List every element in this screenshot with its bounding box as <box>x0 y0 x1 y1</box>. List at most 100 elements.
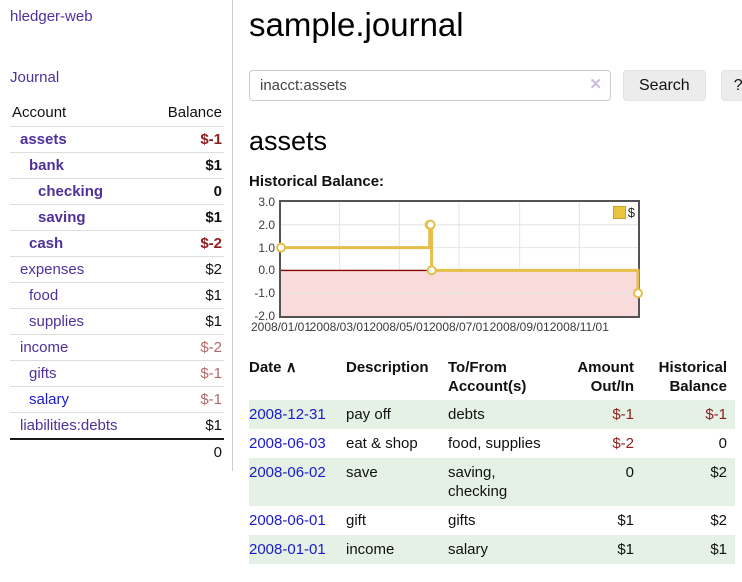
x-axis-tick-label: 2008/07/01 <box>428 320 490 334</box>
account-link-expenses[interactable]: expenses <box>20 261 85 278</box>
y-axis-tick-label: 2.0 <box>258 217 275 232</box>
account-row: expenses $2 <box>10 256 224 283</box>
transaction-date-cell: 2008-06-02 <box>249 458 346 506</box>
account-balance: $-2 <box>200 235 222 252</box>
transaction-date-cell: 2008-06-03 <box>249 429 346 458</box>
transaction-amount: $1 <box>617 541 634 558</box>
account-link-bank[interactable]: bank <box>29 157 65 174</box>
search-input[interactable] <box>249 70 611 101</box>
transaction-date-link[interactable]: 2008-06-01 <box>249 512 326 529</box>
chart-line <box>276 202 643 316</box>
account-row: income $-2 <box>10 334 224 361</box>
account-link-assets[interactable]: assets <box>20 131 67 148</box>
account-row: supplies $1 <box>10 308 224 335</box>
date-column-header[interactable]: Date ∧ <box>249 359 297 376</box>
account-link-liabilities-debts[interactable]: liabilities:debts <box>20 417 118 434</box>
help-button[interactable]: ? <box>720 70 742 101</box>
y-axis-tick-label: 3.0 <box>258 195 275 209</box>
page-title: sample.journal <box>249 6 464 43</box>
transaction-date-cell: 2008-01-01 <box>249 535 346 564</box>
chart-title: Historical Balance: <box>249 173 385 190</box>
tofrom-column-header: To/From Account(s) <box>448 359 527 395</box>
sidebar-total-balance: 0 <box>148 438 224 465</box>
legend-label: $ <box>627 205 635 220</box>
transaction-amount: 0 <box>625 464 634 481</box>
brand-link[interactable]: hledger-web <box>10 8 93 25</box>
transaction-date-cell: 2008-12-31 <box>249 400 346 429</box>
transaction-accounts: salary <box>448 541 489 558</box>
transaction-description: save <box>346 464 378 481</box>
transaction-row: 2008-06-03 eat & shop food, supplies $-2 0 <box>249 429 735 458</box>
transaction-balance: 0 <box>718 435 727 452</box>
transaction-balance: $2 <box>710 512 727 529</box>
transaction-description: gift <box>346 512 367 529</box>
account-link-food[interactable]: food <box>29 287 59 304</box>
transaction-accounts: saving, checking <box>448 464 508 500</box>
transaction-date-link[interactable]: 2008-06-02 <box>249 464 326 481</box>
account-balance: $-1 <box>200 131 222 148</box>
historical-balance-chart: $ 2008/01/01 2008/03/01 2008/05/01 2008/07/… <box>249 195 742 338</box>
transaction-date-link[interactable]: 2008-01-01 <box>249 541 326 558</box>
account-balance: $1 <box>205 157 222 174</box>
transaction-row: 2008-01-01 income salary $1 $1 <box>249 535 735 564</box>
legend-swatch-icon <box>612 206 626 219</box>
transaction-description: income <box>346 541 395 558</box>
account-row: gifts $-1 <box>10 360 224 387</box>
transaction-balance: $1 <box>710 541 727 558</box>
sort-ascending-icon: ∧ <box>285 359 297 376</box>
sidebar-total-row: 0 <box>10 438 224 465</box>
transaction-date-link[interactable]: 2008-06-03 <box>249 435 326 452</box>
account-link-saving[interactable]: saving <box>38 209 86 226</box>
transaction-balance: $2 <box>710 464 727 481</box>
chart-plot-area: $ <box>276 200 643 318</box>
account-row: checking 0 <box>10 178 224 205</box>
nav-journal-link[interactable]: Journal <box>10 69 60 86</box>
account-balance: $-1 <box>200 391 222 408</box>
transaction-balance: $-1 <box>705 406 727 423</box>
transaction-row: 2008-12-31 pay off debts $-1 $-1 <box>249 400 735 429</box>
account-link-cash[interactable]: cash <box>29 235 64 252</box>
balance-column-header-main: Historical Balance <box>658 359 727 395</box>
account-balance: 0 <box>213 183 222 200</box>
transaction-accounts: food, supplies <box>448 435 541 452</box>
transaction-amount: $1 <box>617 512 634 529</box>
account-link-supplies[interactable]: supplies <box>29 313 85 330</box>
transaction-accounts: gifts <box>448 512 476 529</box>
clear-search-icon[interactable]: ✕ <box>589 76 602 93</box>
search-input-wrap: ✕ <box>249 70 611 101</box>
account-balance: $1 <box>205 209 222 226</box>
x-axis-tick-label: 2008/01/01 <box>250 320 312 334</box>
x-axis-tick-label: 2008/09/01 <box>489 320 550 334</box>
register-table: Date ∧ Description To/From Account(s) Am… <box>249 354 735 564</box>
description-column-header: Description <box>346 359 429 376</box>
main-content: sample.journal ✕ Search ? assets Histori… <box>233 0 742 564</box>
transaction-amount: $-1 <box>612 406 634 423</box>
account-link-checking[interactable]: checking <box>38 183 104 200</box>
account-row: food $1 <box>10 282 224 309</box>
transaction-accounts: debts <box>448 406 485 423</box>
account-link-gifts[interactable]: gifts <box>29 365 57 382</box>
account-link-income[interactable]: income <box>20 339 69 356</box>
account-link-salary[interactable]: salary <box>29 391 70 408</box>
chart-x-axis-labels: 2008/01/01 2008/03/01 2008/05/01 2008/07/01… <box>249 320 742 336</box>
account-row: liabilities:debts $1 <box>10 412 224 440</box>
transaction-description: pay off <box>346 406 391 423</box>
register-header-row: Date ∧ Description To/From Account(s) Am… <box>249 354 735 400</box>
page: hledger-web Journal Account Balance asse… <box>0 0 742 564</box>
account-row: bank $1 <box>10 152 224 179</box>
x-axis-tick-label: 2008/03/01 <box>309 320 370 334</box>
account-row: assets $-1 <box>10 126 224 153</box>
account-row: cash $-2 <box>10 230 224 257</box>
x-axis-tick-label: 2008/05/01 <box>369 320 430 334</box>
transaction-description: eat & shop <box>346 435 418 452</box>
search-form: ✕ Search ? <box>249 70 742 101</box>
transaction-date-link[interactable]: 2008-12-31 <box>249 406 326 423</box>
sidebar: hledger-web Journal Account Balance asse… <box>0 0 233 471</box>
transaction-amount: $-2 <box>612 435 634 452</box>
x-axis-tick-label: 2008/11/01 <box>549 320 609 334</box>
account-balance: $-2 <box>200 339 222 356</box>
search-button[interactable]: Search <box>623 70 706 101</box>
account-balance: $-1 <box>200 365 222 382</box>
y-axis-tick-label: -1.0 <box>254 286 275 301</box>
chart-legend: $ <box>612 205 635 220</box>
